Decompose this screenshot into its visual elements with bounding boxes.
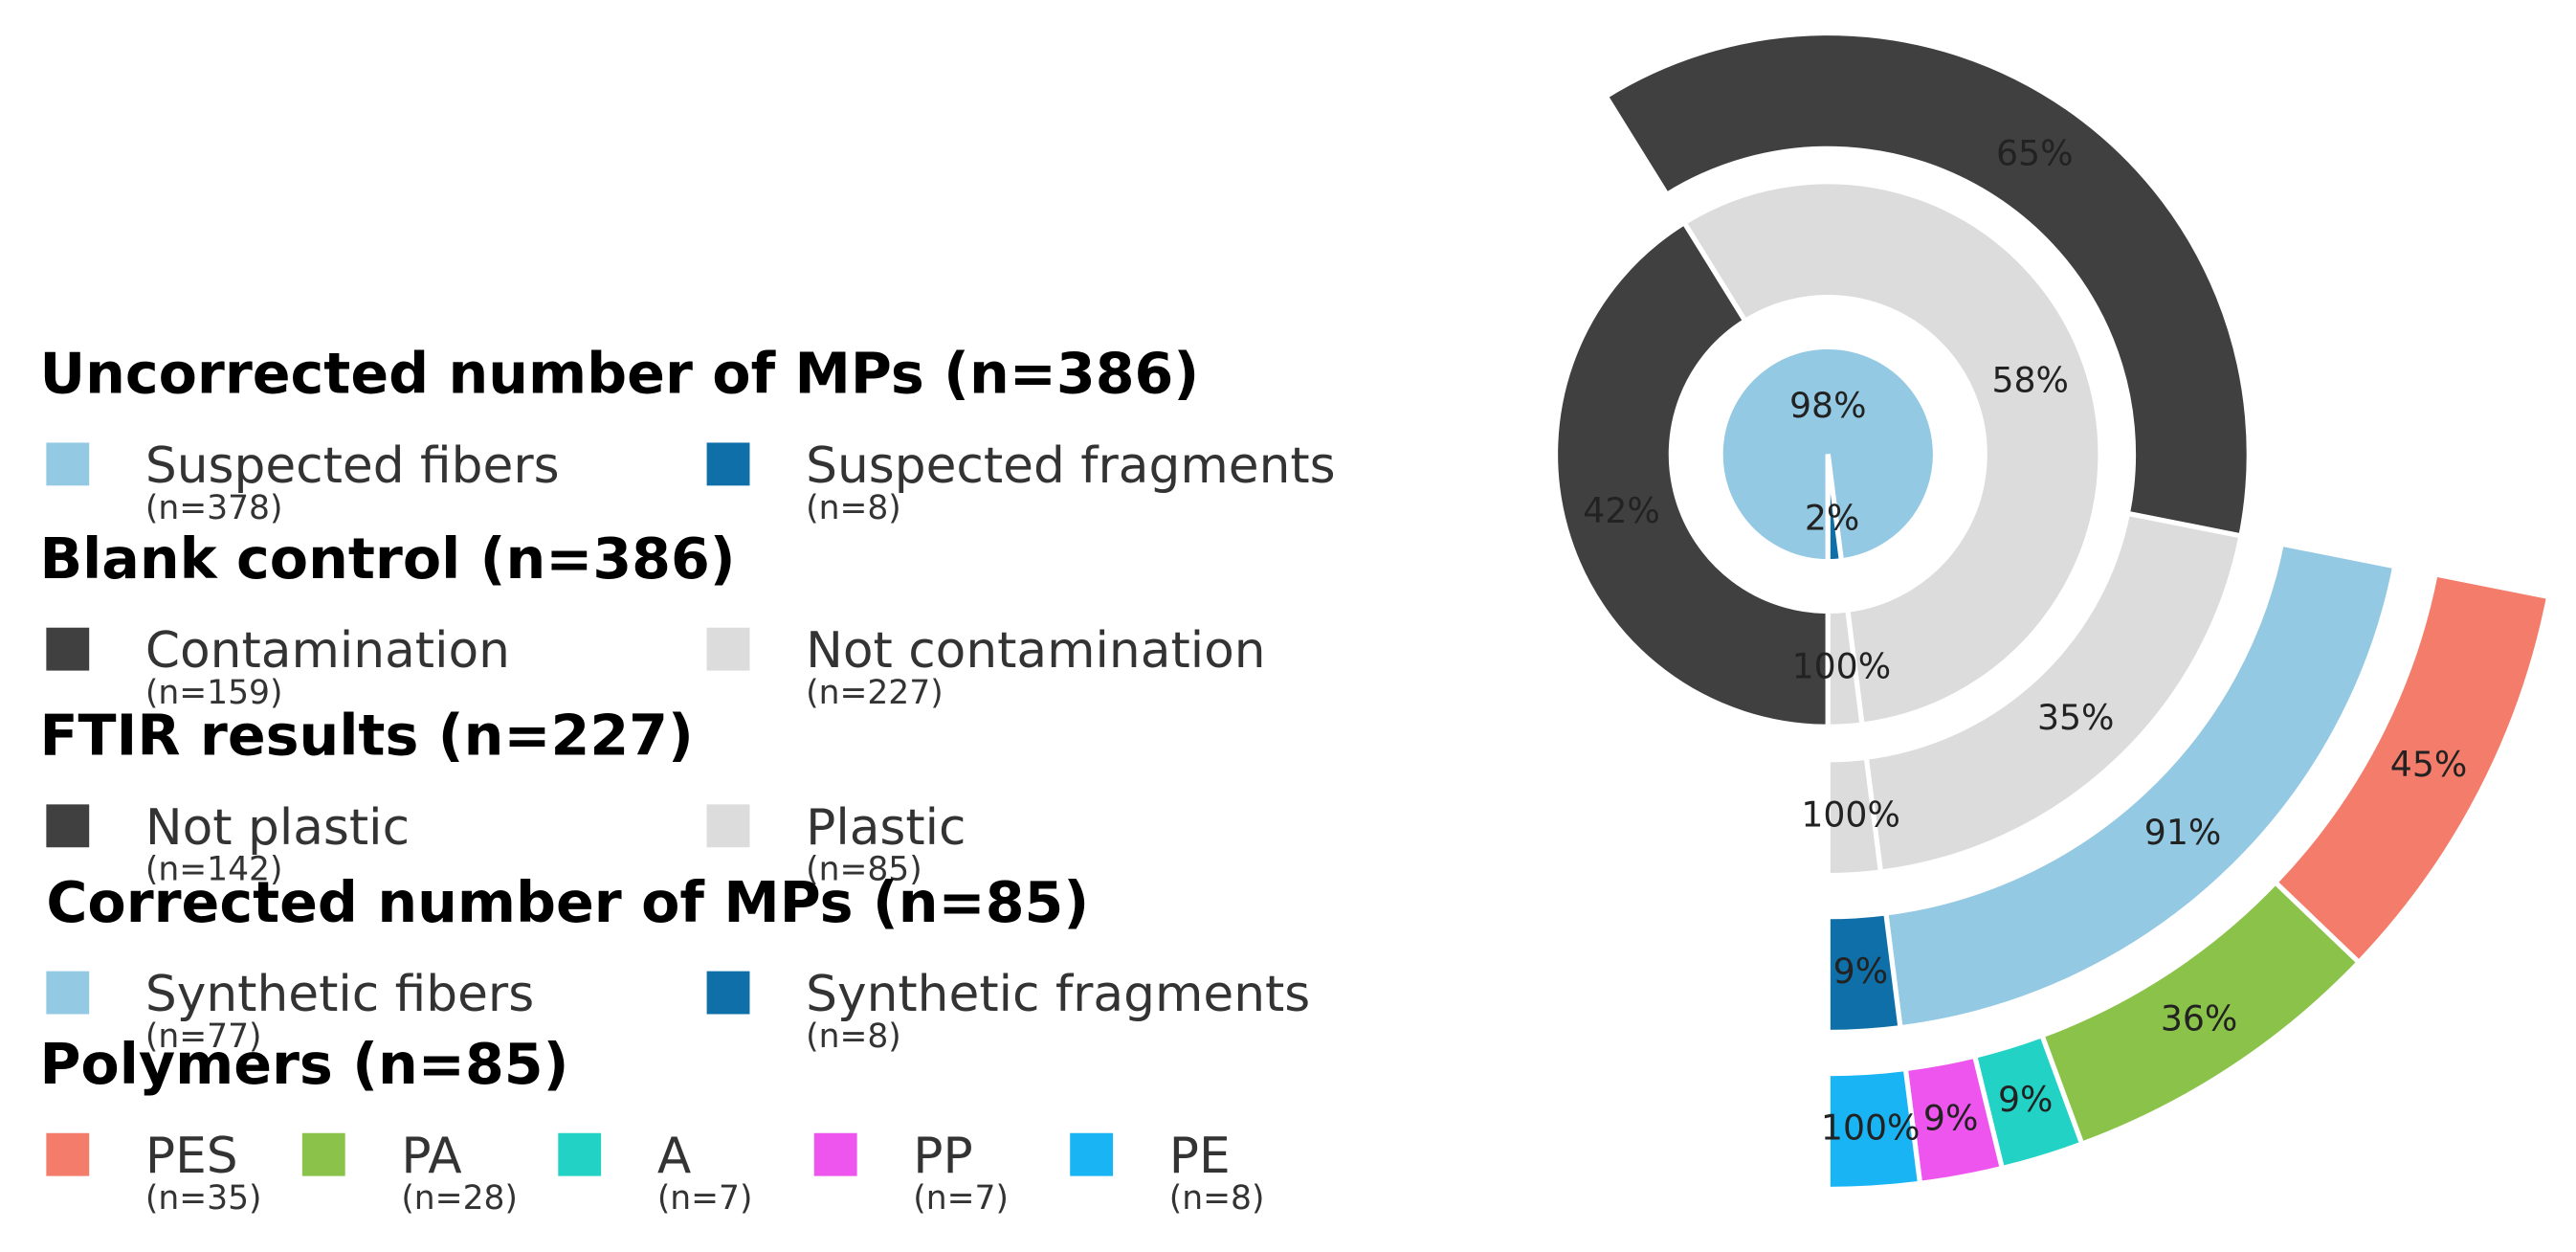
segment-label: 98% bbox=[1789, 385, 1867, 426]
segment-label: 36% bbox=[2161, 997, 2238, 1039]
legend-count: (n=142) bbox=[145, 851, 283, 889]
sunburst-segment bbox=[1680, 179, 2103, 727]
sunburst-segment bbox=[1825, 910, 1903, 1036]
sunburst-segment bbox=[1552, 219, 1831, 729]
legend-count: (n=85) bbox=[806, 851, 922, 889]
legend-label: Plastic bbox=[806, 799, 966, 857]
legend-swatch bbox=[706, 442, 750, 486]
legend-count: (n=77) bbox=[145, 1017, 262, 1056]
sunburst-segment bbox=[1825, 1065, 1923, 1193]
legend-label: A bbox=[657, 1128, 691, 1185]
legend-label: Suspected fragments bbox=[806, 437, 1336, 495]
legend-swatch bbox=[46, 804, 90, 848]
legend-swatch bbox=[301, 1132, 345, 1176]
legend-count: (n=35) bbox=[145, 1179, 262, 1218]
legend-count: (n=227) bbox=[806, 674, 944, 712]
legend-title: Uncorrected number of MPs (n=386) bbox=[39, 342, 1199, 407]
segment-label: 91% bbox=[2144, 812, 2222, 853]
legend-swatch bbox=[558, 1132, 602, 1176]
legend-label: PP bbox=[913, 1128, 972, 1185]
segment-label: 100% bbox=[1821, 1107, 1921, 1149]
legend-label: Synthetic fibers bbox=[145, 966, 534, 1023]
segment-label: 35% bbox=[2037, 697, 2115, 738]
segment-label: 45% bbox=[2390, 744, 2468, 785]
legend-label: PE bbox=[1169, 1128, 1231, 1185]
legend-label: Suspected fibers bbox=[145, 437, 560, 495]
segment-label: 58% bbox=[1991, 360, 2069, 401]
legend-swatch bbox=[706, 804, 750, 848]
legend-label: PES bbox=[145, 1128, 238, 1185]
legend-swatch bbox=[706, 971, 750, 1015]
legend-count: (n=8) bbox=[806, 489, 901, 527]
legend-swatch bbox=[1070, 1132, 1114, 1176]
sunburst-segment bbox=[1825, 607, 1865, 729]
legend-label: Not contamination bbox=[806, 622, 1265, 680]
legend-count: (n=7) bbox=[913, 1179, 1009, 1218]
legend-count: (n=8) bbox=[1169, 1179, 1265, 1218]
sunburst-segment bbox=[1602, 30, 2252, 539]
legend-swatch bbox=[706, 627, 750, 671]
legend-count: (n=28) bbox=[401, 1179, 518, 1218]
segment-label: 100% bbox=[1792, 645, 1892, 686]
legend-count: (n=7) bbox=[657, 1179, 753, 1218]
segment-label: 100% bbox=[1801, 794, 1900, 835]
legend-label: PA bbox=[401, 1128, 461, 1185]
legend-swatch bbox=[46, 442, 90, 486]
legend-label: Synthetic fragments bbox=[806, 966, 1310, 1023]
segment-label: 65% bbox=[1996, 132, 2074, 173]
segment-label: 2% bbox=[1805, 497, 1859, 538]
legend-label: Contamination bbox=[145, 622, 510, 680]
sunburst-segment bbox=[1863, 510, 2244, 875]
sunburst-segment bbox=[1825, 754, 1884, 879]
segment-label: 9% bbox=[1923, 1097, 1978, 1138]
legend-swatch bbox=[813, 1132, 857, 1176]
legend-count: (n=159) bbox=[145, 674, 283, 712]
legend-title: Blank control (n=386) bbox=[39, 526, 735, 592]
segment-label: 42% bbox=[1583, 490, 1660, 531]
segment-label: 9% bbox=[1998, 1079, 2053, 1120]
legend-swatch bbox=[46, 627, 90, 671]
legend-swatch bbox=[46, 971, 90, 1015]
legend-swatch bbox=[46, 1132, 90, 1176]
segment-label: 9% bbox=[1833, 950, 1888, 992]
legend-title: Corrected number of MPs (n=85) bbox=[46, 870, 1089, 935]
legend-title: FTIR results (n=227) bbox=[39, 704, 693, 769]
legend-count: (n=8) bbox=[806, 1017, 901, 1056]
legend-label: Not plastic bbox=[145, 799, 410, 857]
legend-count: (n=378) bbox=[145, 489, 283, 527]
sunburst-segment bbox=[1825, 454, 1845, 565]
legend-title: Polymers (n=85) bbox=[39, 1032, 568, 1097]
